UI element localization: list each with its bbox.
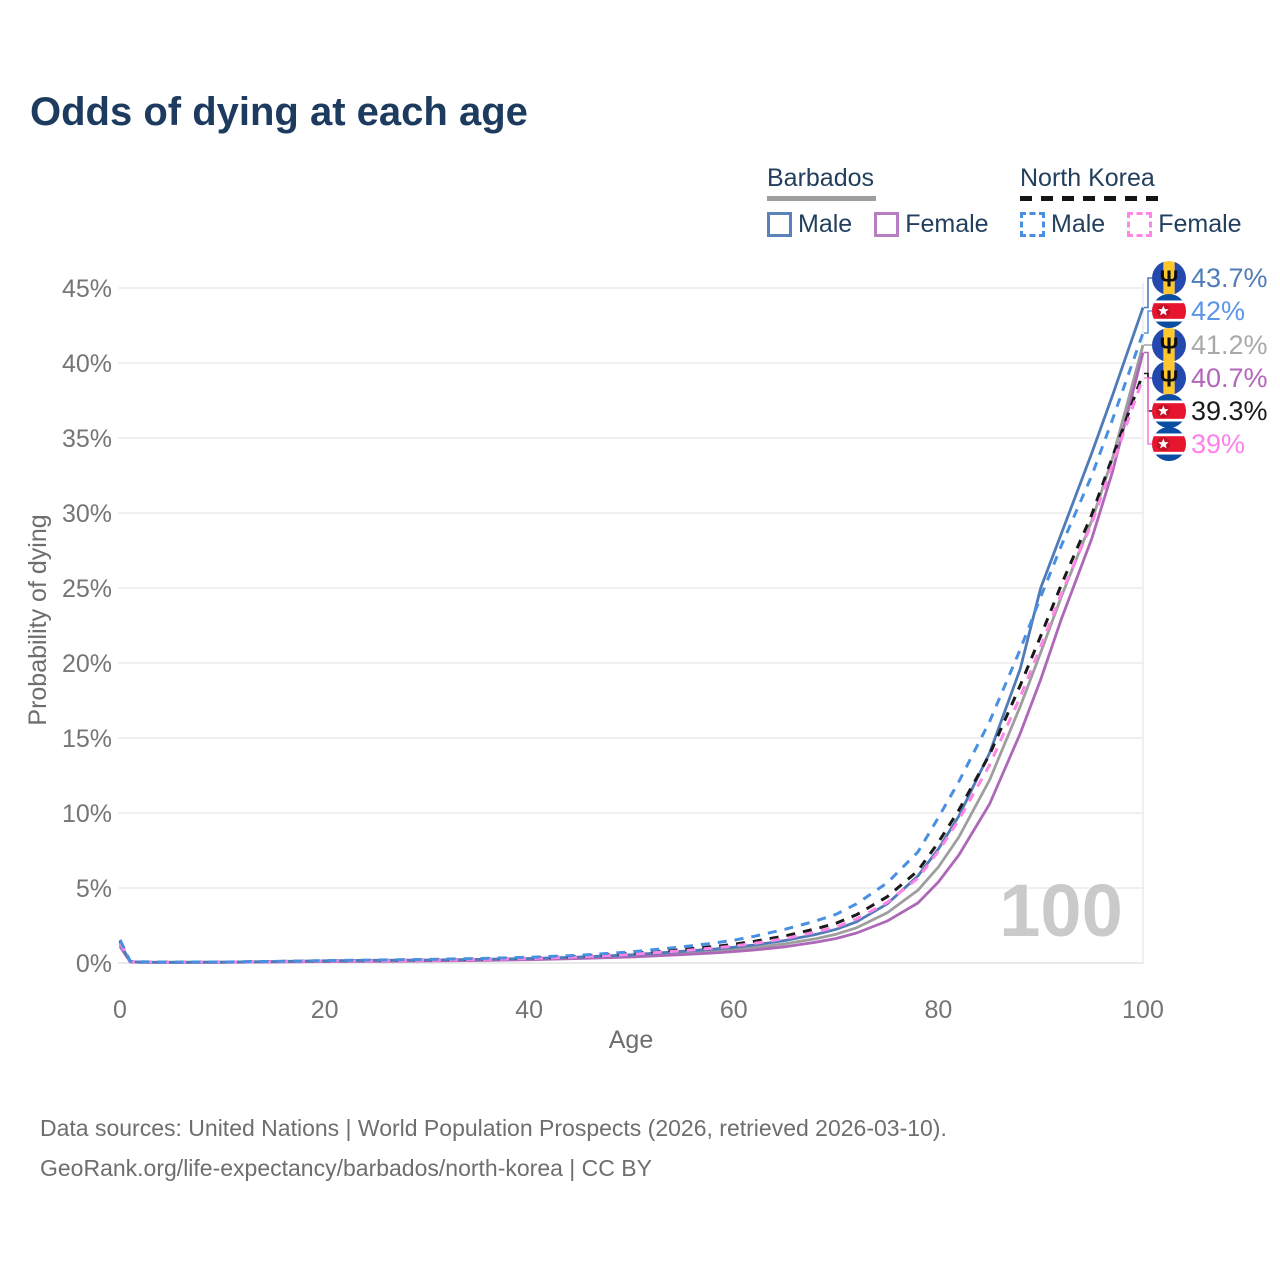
x-tick-label: 20 (311, 996, 339, 1024)
series-line-north-korea-male[interactable] (118, 332, 1145, 964)
north-korea-male-swatch (1020, 212, 1045, 237)
svg-text:Ψ: Ψ (1160, 333, 1179, 359)
north-korea-female-swatch (1127, 212, 1153, 237)
source-url-line: GeoRank.org/life-expectancy/barbados/nor… (40, 1155, 652, 1181)
legend-country-north-korea: North Korea (1020, 164, 1155, 192)
flag-icon-barbados: Ψ (1152, 261, 1186, 295)
y-tick-label: 5% (76, 875, 112, 903)
page-title: Odds of dying at each age (30, 90, 528, 134)
legend-item-north-korea-female[interactable]: Female (1127, 210, 1242, 239)
y-tick-label: 10% (62, 800, 112, 828)
legend-item-barbados-male[interactable]: Male (767, 210, 852, 239)
x-axis-title: Age (609, 1026, 653, 1054)
watermark-age: 100 (999, 869, 1122, 952)
gridlines (118, 283, 1144, 964)
svg-text:Ψ: Ψ (1160, 266, 1179, 292)
y-tick-label: 20% (62, 650, 112, 678)
legend-row-barbados: Male Female (767, 210, 1011, 239)
end-labels: Ψ 43.7%42% Ψ 41.2% Ψ 40.7%39.3%39% (1144, 261, 1268, 461)
end-value-label: 39% (1191, 429, 1245, 459)
footer-attribution: Data sources: United Nations | World Pop… (40, 1108, 947, 1188)
barbados-line-style-swatch (767, 196, 876, 201)
flag-icon-north-korea (1152, 294, 1186, 328)
legend-row-north-korea: Male Female (1020, 210, 1264, 239)
north-korea-line-style-swatch (1020, 196, 1162, 201)
legend-item-north-korea-male[interactable]: Male (1020, 210, 1105, 239)
x-tick-label: 100 (1122, 996, 1164, 1024)
flag-icon-barbados: Ψ (1152, 361, 1186, 395)
end-value-label: 42% (1191, 296, 1245, 326)
series-line-north-korea-both-sexes[interactable] (118, 372, 1145, 964)
series-lines (118, 307, 1145, 964)
series-line-barbados-female[interactable] (118, 352, 1145, 964)
end-value-label: 39.3% (1191, 396, 1268, 426)
flag-icon-north-korea (1152, 427, 1186, 461)
label-connector (1144, 310, 1152, 334)
axis-ticks: 0% 5% 10% 15% 20% 25% 30% 35% 40% 45% 0 20 40 60 80 100 (62, 275, 1164, 1024)
label-connector (1144, 377, 1152, 445)
legend-item-barbados-female[interactable]: Female (874, 210, 989, 239)
y-axis-title: Probability of dying (24, 514, 52, 725)
y-tick-label: 0% (76, 950, 112, 978)
legend-label: Male (1051, 210, 1106, 238)
x-tick-label: 60 (720, 996, 748, 1024)
flag-icon-north-korea (1152, 394, 1186, 428)
legend-label: Male (798, 210, 853, 238)
end-value-label: 41.2% (1191, 330, 1268, 360)
y-tick-label: 25% (62, 575, 112, 603)
flag-icon-barbados: Ψ (1152, 328, 1186, 362)
legend-group-north-korea: North Korea Male Female (1020, 164, 1264, 239)
y-tick-label: 30% (62, 500, 112, 528)
label-connector (1144, 351, 1152, 379)
legend-label: Female (905, 210, 989, 238)
y-tick-label: 15% (62, 725, 112, 753)
y-tick-label: 45% (62, 275, 112, 303)
barbados-female-swatch (874, 212, 900, 237)
y-tick-label: 40% (62, 350, 112, 378)
series-line-north-korea-female[interactable] (118, 377, 1145, 964)
legend-group-barbados: Barbados Male Female (767, 164, 1011, 239)
end-value-label: 40.7% (1191, 363, 1268, 393)
data-sources-line: Data sources: United Nations | World Pop… (40, 1115, 947, 1141)
barbados-male-swatch (767, 212, 792, 237)
end-value-label: 43.7% (1191, 263, 1268, 293)
svg-text:Ψ: Ψ (1160, 366, 1179, 392)
legend-label: Female (1158, 210, 1242, 238)
x-tick-label: 40 (515, 996, 543, 1024)
legend-country-barbados: Barbados (767, 164, 875, 192)
label-connector (1144, 277, 1152, 309)
series-line-barbados-male[interactable] (118, 307, 1145, 964)
x-tick-label: 0 (113, 996, 127, 1024)
x-tick-label: 80 (924, 996, 952, 1024)
y-tick-label: 35% (62, 425, 112, 453)
